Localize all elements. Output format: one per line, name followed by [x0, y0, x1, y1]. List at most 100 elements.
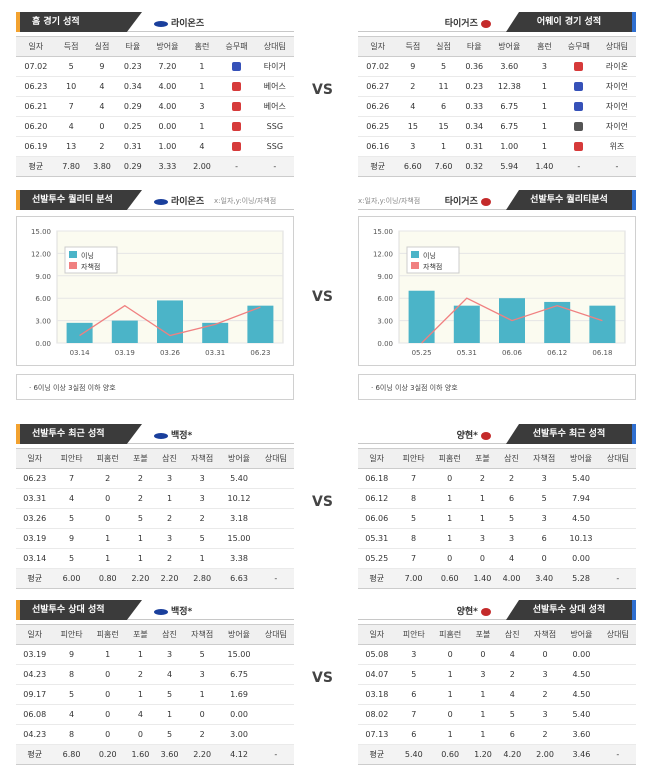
table-cell: 8 [53, 724, 90, 745]
column-header: 실점 [428, 36, 459, 57]
table-cell: 3 [529, 56, 560, 77]
table-cell: 0.00 [148, 116, 187, 137]
result-cell [559, 56, 598, 77]
table-cell: 3 [526, 508, 563, 529]
table-cell: 3 [526, 704, 564, 725]
column-header: 홈런 [186, 36, 218, 57]
table-cell: 2 [89, 468, 126, 489]
column-header: 방어율 [148, 36, 187, 57]
chart-note: · 6이닝 이상 3실점 이하 양호 [16, 374, 294, 400]
table-row: 06.27 2 11 0.23 12.38 1 자이언 [358, 76, 636, 97]
table-cell: 6 [395, 684, 432, 705]
table-cell: 3.18 [220, 508, 258, 529]
bar [111, 320, 138, 343]
table-row: 04.23 8 0 0 5 2 3.00 [16, 724, 294, 745]
table-cell: 04.23 [16, 724, 54, 745]
table-cell: 4 [53, 704, 90, 725]
stats-table: 일자 피안타 피홈런 포볼 삼진 자책점 방어율 상대팀 03.19 9 1 1 3 5 15.00 04.2… [16, 624, 294, 765]
recent-panel-right: 양현* 선발투수 최근 성적 일자 피안타 피홈런 포볼 삼진 자책점 방어율 상대팀 06.1… [358, 424, 636, 589]
series-line [421, 297, 603, 344]
table-cell: 0.34 [117, 76, 149, 97]
result-icon [232, 142, 242, 151]
table-cell [257, 488, 294, 509]
table-row: 06.25 15 15 0.34 6.75 1 자이언 [358, 116, 636, 137]
table-row: 08.02 7 0 1 5 3 5.40 [358, 704, 636, 725]
team-logo-icon [154, 432, 168, 439]
column-header: 포볼 [125, 624, 155, 645]
panel-header: 선발투수 최근 성적 백정* [16, 424, 294, 444]
table-cell [257, 468, 294, 489]
panel-header: 홈 경기 성적 라이온즈 [16, 12, 294, 32]
panel-header: 선발투수 상대 성적 백정* [16, 600, 294, 620]
y-tick-label: 12.00 [373, 250, 393, 258]
legend-label: 이닝 [81, 251, 94, 260]
table-row: 04.07 5 1 3 2 3 4.50 [358, 664, 636, 685]
table-cell: 3 [184, 664, 221, 685]
table-cell: 3 [397, 136, 429, 157]
panel-title: 선발투수 최근 성적 [16, 424, 142, 444]
y-tick-label: 15.00 [31, 228, 51, 236]
panel-title: 선발투수 퀄리티 분석 [16, 190, 142, 210]
y-tick-label: 3.00 [377, 318, 393, 326]
table-cell: 1 [432, 684, 469, 705]
y-tick-label: 0.00 [35, 340, 51, 348]
table-row: 03.14 5 1 1 2 1 3.38 [16, 548, 294, 569]
average-cell: 2.00 [186, 156, 218, 177]
table-cell: 15 [428, 116, 459, 137]
table-cell: 5.40 [220, 468, 258, 489]
table-cell: 3 [467, 528, 497, 549]
column-header: 일자 [16, 36, 56, 57]
average-cell: 2.20 [154, 568, 185, 589]
table-cell: 09.17 [16, 684, 54, 705]
result-cell [217, 136, 256, 157]
table-cell: 10.13 [562, 528, 600, 549]
table-cell: 05.31 [358, 528, 396, 549]
column-header: 상대팀 [599, 448, 636, 469]
table-cell: 베어스 [255, 76, 294, 97]
table-cell: 1 [529, 116, 560, 137]
table-cell: 2 [497, 664, 527, 685]
table-cell: 0.23 [117, 56, 149, 77]
average-row: 평균 6.80 0.20 1.60 3.60 2.20 4.12- [16, 744, 294, 765]
result-icon [574, 82, 584, 91]
table-cell: 8 [395, 528, 432, 549]
x-tick-label: 05.31 [457, 349, 477, 357]
away-record-panel: 타이거즈 어웨이 경기 성적 일자 득점 실점 타율 방어율 홈런 승무패 상대팀 07.02 9… [358, 12, 636, 177]
table-cell: 타이거 [255, 56, 294, 77]
average-cell: 3.80 [86, 156, 118, 177]
table-cell: 4.50 [563, 664, 600, 685]
column-header: 일자 [358, 624, 396, 645]
table-cell: 3 [395, 644, 432, 665]
table-cell: 0.36 [458, 56, 490, 77]
average-cell: 2.20 [184, 744, 221, 765]
average-cell: 평균 [358, 156, 398, 177]
table-cell: 03.14 [16, 548, 54, 569]
table-cell: 1 [184, 548, 221, 569]
team-name: 백정* [154, 428, 192, 441]
table-cell [599, 468, 636, 489]
result-icon [574, 122, 584, 131]
average-cell: 1.60 [125, 744, 155, 765]
table-cell [599, 508, 636, 529]
table-cell: 5 [496, 508, 527, 529]
table-cell: 1 [186, 76, 218, 97]
table-cell: 4.50 [563, 684, 600, 705]
table-cell: 11 [428, 76, 459, 97]
table-cell: 0 [89, 724, 126, 745]
average-row: 평균 6.00 0.80 2.20 2.20 2.80 6.63- [16, 568, 294, 589]
table-cell: 5 [497, 704, 527, 725]
average-cell: 1.40 [467, 568, 497, 589]
bar [202, 322, 229, 343]
table-cell: 0 [526, 548, 563, 569]
table-cell: 7.94 [562, 488, 600, 509]
table-cell: 3 [526, 468, 563, 489]
table-row: 05.25 7 0 0 4 0 0.00 [358, 548, 636, 569]
panel-header: 양현* 선발투수 상대 성적 [358, 600, 636, 620]
table-cell: 0 [432, 704, 469, 725]
result-icon [232, 102, 242, 111]
table-row: 03.31 4 0 2 1 3 10.12 [16, 488, 294, 509]
table-cell: 04.07 [358, 664, 396, 685]
quality-chart-svg: 0.00 3.00 6.00 9.00 12.00 15.00 05.25 05.31 06.0… [373, 228, 626, 357]
table-cell: 3.38 [220, 548, 258, 569]
table-cell: 07.13 [358, 724, 396, 745]
